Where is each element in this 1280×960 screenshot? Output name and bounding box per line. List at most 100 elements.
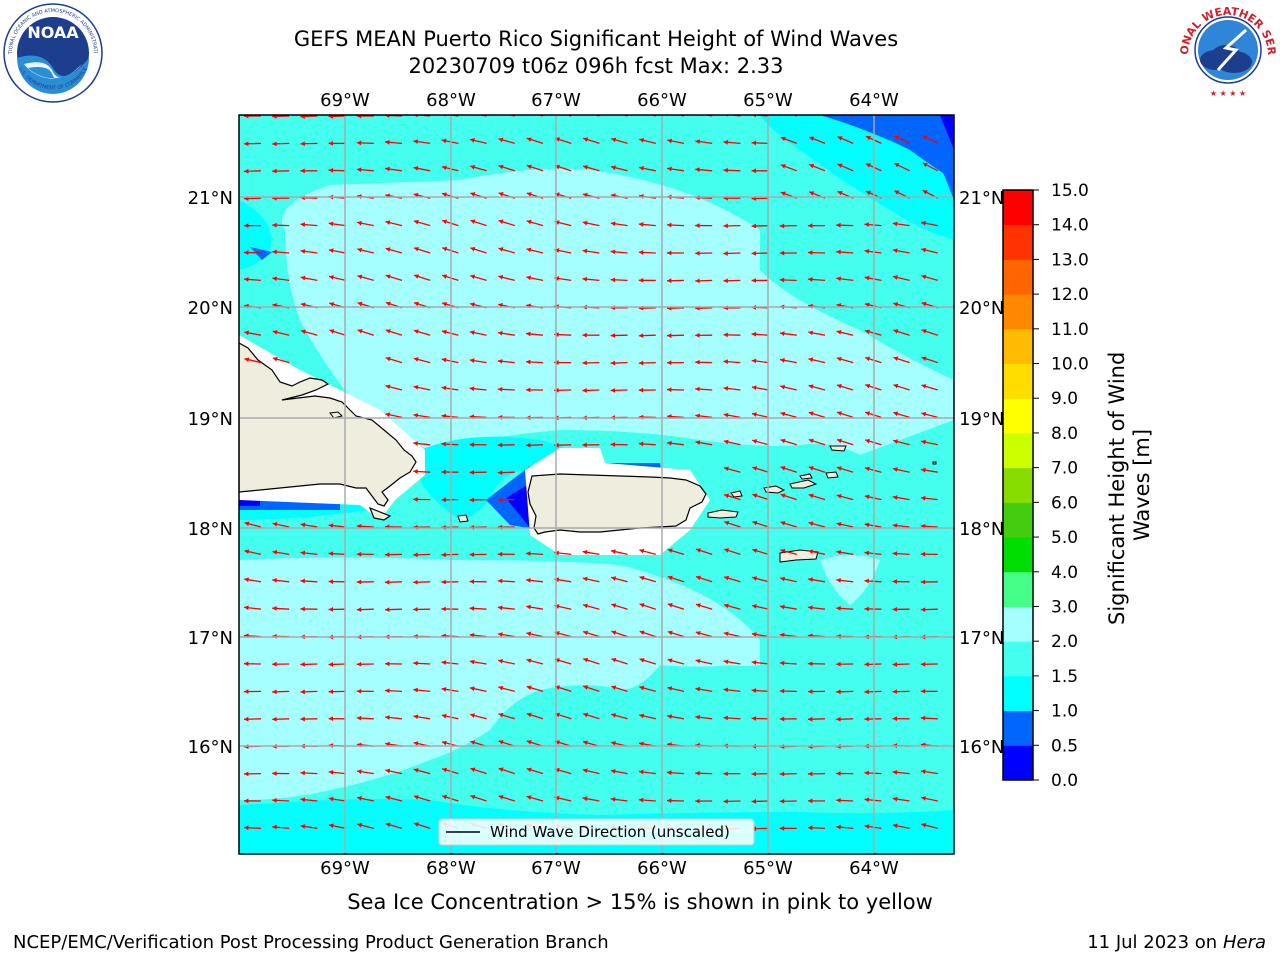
wave-direction-arrowhead xyxy=(751,632,757,637)
wave-direction-arrowhead xyxy=(836,222,841,228)
colorbar-tick-label: 10.0 xyxy=(1051,355,1089,375)
svg-text:19°N: 19°N xyxy=(959,409,1004,430)
wave-direction-arrowhead xyxy=(639,713,645,719)
wave-direction-arrowhead xyxy=(498,164,504,170)
colorbar-segment xyxy=(1003,432,1033,469)
wave-direction-arrowhead xyxy=(836,824,841,830)
wave-direction-arrowhead xyxy=(892,467,898,472)
wave-direction-arrowhead xyxy=(751,140,757,146)
wave-direction-arrowhead xyxy=(497,442,503,448)
wave-direction-arrowhead xyxy=(893,275,898,280)
wave-direction-arrowhead xyxy=(864,716,869,722)
wave-direction-arrowhead xyxy=(894,190,900,195)
wave-direction-arrowhead xyxy=(526,658,532,664)
colorbar-tick-label: 15.0 xyxy=(1051,181,1089,201)
colorbar-tick-label: 8.0 xyxy=(1051,424,1078,444)
wave-direction-arrowhead xyxy=(780,438,786,444)
wave-direction-arrowhead xyxy=(920,661,926,667)
colorbar-segment xyxy=(1003,537,1033,573)
svg-text:20°N: 20°N xyxy=(959,298,1004,319)
wave-direction-arrowhead xyxy=(611,713,617,718)
svg-text:17°N: 17°N xyxy=(959,628,1004,649)
wave-direction-arrowhead xyxy=(413,497,418,502)
wave-direction-arrowhead xyxy=(385,384,391,390)
wave-direction-arrowhead xyxy=(356,607,362,613)
wave-direction-arrowhead xyxy=(497,578,503,584)
wave-direction-arrowhead xyxy=(695,386,700,392)
svg-text:67°W: 67°W xyxy=(531,90,581,111)
wave-direction-arrowhead xyxy=(921,439,926,445)
wave-direction-arrowhead xyxy=(441,385,447,391)
wave-direction-arrowhead xyxy=(272,578,277,583)
wave-direction-arrowhead xyxy=(244,115,249,119)
wave-direction-arrowhead xyxy=(892,662,898,667)
wave-direction-arrowhead xyxy=(667,250,672,256)
wave-direction-arrowhead xyxy=(808,521,814,527)
wave-direction-arrowhead xyxy=(498,712,504,718)
wave-direction-arrowhead xyxy=(272,797,277,803)
svg-text:66°W: 66°W xyxy=(637,858,687,879)
wave-direction-arrowhead xyxy=(300,578,305,584)
wave-direction-arrowhead xyxy=(695,440,701,445)
wave-direction-arrowhead xyxy=(695,139,701,145)
wave-direction-arrowhead xyxy=(864,222,870,227)
wave-direction-arrowhead xyxy=(723,167,728,173)
wave-direction-arrowhead xyxy=(470,713,476,718)
arrow-legend-label: Wind Wave Direction (unscaled) xyxy=(490,823,730,841)
wave-direction-arrowhead xyxy=(441,138,447,144)
wave-direction-arrowhead xyxy=(441,552,446,558)
wave-direction-arrowhead xyxy=(780,384,786,390)
wave-direction-arrowhead xyxy=(809,163,815,169)
wave-direction-arrowhead xyxy=(893,356,899,361)
svg-text:68°W: 68°W xyxy=(426,858,476,879)
wave-direction-arrowhead xyxy=(610,387,616,393)
wave-direction-arrowhead xyxy=(582,332,587,338)
wave-direction-arrowhead xyxy=(582,603,588,609)
wave-direction-arrowhead xyxy=(385,661,390,667)
wave-direction-arrowhead xyxy=(300,689,305,695)
wave-direction-arrowhead xyxy=(892,823,898,829)
wave-direction-arrowhead xyxy=(413,741,419,746)
wave-direction-arrowhead xyxy=(893,439,899,444)
colorbar-tick-label: 11.0 xyxy=(1051,320,1089,340)
wave-direction-arrowhead xyxy=(780,493,786,499)
wave-direction-arrowhead xyxy=(751,716,757,721)
wave-direction-arrowhead xyxy=(329,302,335,307)
svg-text:69°W: 69°W xyxy=(320,90,370,111)
wave-direction-arrowhead xyxy=(244,825,249,831)
wave-direction-arrowhead xyxy=(385,356,391,362)
wave-direction-arrowhead xyxy=(357,769,362,775)
wave-direction-arrowhead xyxy=(526,604,531,610)
wave-direction-arrowhead xyxy=(836,716,841,722)
wave-direction-arrowhead xyxy=(892,606,898,612)
wave-direction-arrowhead xyxy=(638,441,644,447)
svg-text:20°N: 20°N xyxy=(188,298,233,319)
wave-direction-arrowhead xyxy=(413,441,418,446)
wave-direction-arrowhead xyxy=(752,576,758,581)
wave-direction-arrowhead xyxy=(413,687,418,693)
colorbar-segment xyxy=(1003,398,1033,434)
wave-direction-arrowhead xyxy=(413,166,419,171)
wave-direction-arrowhead xyxy=(300,550,306,556)
wave-direction-arrowhead xyxy=(921,301,927,307)
wave-direction-arrowhead xyxy=(357,274,363,280)
wave-direction-arrowhead xyxy=(470,767,476,773)
wave-direction-arrowhead xyxy=(526,442,531,448)
wave-direction-arrowhead xyxy=(808,577,813,583)
wave-direction-arrowhead xyxy=(752,493,758,499)
wave-direction-arrowhead xyxy=(808,716,813,722)
wave-direction-arrowhead xyxy=(582,360,587,366)
wave-direction-arrowhead xyxy=(751,660,757,665)
wave-direction-arrowhead xyxy=(554,577,560,583)
wave-direction-arrowhead xyxy=(779,825,785,831)
wave-direction-arrowhead xyxy=(470,192,476,197)
wave-direction-arrowhead xyxy=(469,606,475,611)
colorbar-segment xyxy=(1003,259,1033,295)
wave-direction-arrowhead xyxy=(780,191,786,197)
wave-direction-arrowhead xyxy=(864,662,869,667)
wave-direction-arrowhead xyxy=(779,250,785,256)
wave-direction-arrowhead xyxy=(497,497,503,503)
wave-direction-arrowhead xyxy=(526,359,531,365)
wave-direction-arrowhead xyxy=(441,165,447,171)
wave-direction-arrowhead xyxy=(864,797,870,803)
